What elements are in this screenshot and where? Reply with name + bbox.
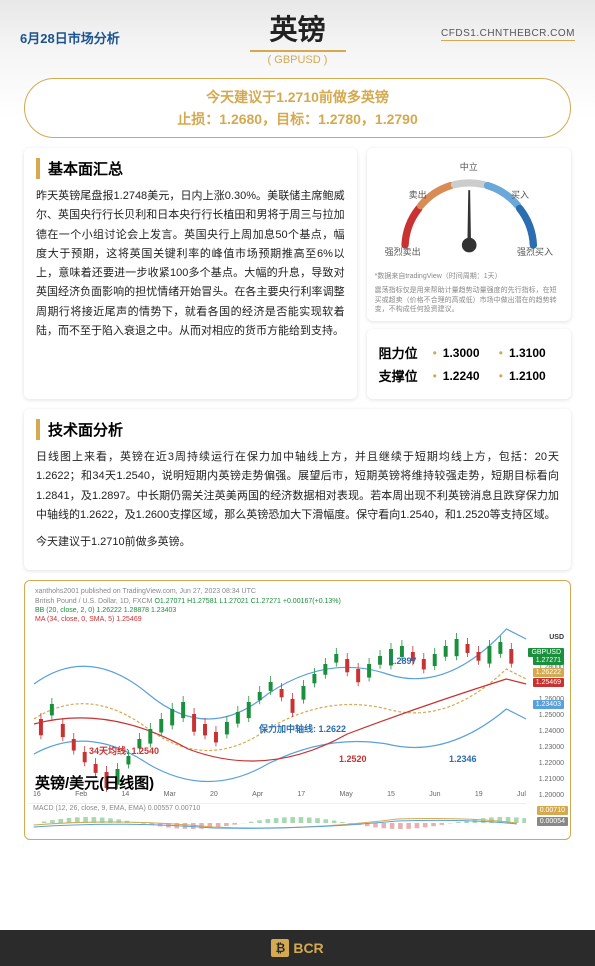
chart-meta-2a: British Pound / U.S. Dollar, 1D, FXCM [35,598,152,605]
dot-icon: • [433,346,437,360]
y-tick: 1.21000 [539,776,564,783]
gauge-label-buy: 买入 [511,188,529,201]
x-tick: Apr [252,791,263,801]
support-1: 1.2240 [443,369,493,383]
title-sub: ( GBPUSD ) [249,54,345,66]
x-tick: 20 [210,791,218,801]
dot-icon: • [499,346,503,360]
resistance-1: 1.3000 [443,346,493,360]
x-tick: Mar [164,791,176,801]
y-tick: 1.22000 [539,760,564,767]
fundamental-title: 基本面汇总 [36,158,345,179]
gauge: 强烈卖出 卖出 中立 买入 强烈买入 [375,158,563,268]
macd-badge: 0.00710 [537,806,568,815]
technical-title: 技术面分析 [36,419,559,440]
x-tick: 15 [387,791,395,801]
reco-line-1: 今天建议于1.2710前做多英镑 [35,87,560,107]
right-column: 强烈卖出 卖出 中立 买入 强烈买入 *数据来自tradingView（时间周期… [367,148,571,399]
chart-meta-1: xanthohs2001 published on TradingView.co… [35,587,560,596]
support-row: 支撑位 • 1.2240 • 1.2100 [379,366,559,385]
gauge-note-2: 震荡指标仅是用来帮助计量趋势动量强度的先行指标，在短买或超卖（价格不合理的高或低… [375,286,563,315]
date-label: 6月28日市场分析 [20,28,120,47]
fundamental-body: 昨天英镑尾盘报1.2748美元，日内上涨0.30%。美联储主席鲍威尔、英国央行行… [36,187,345,341]
gauge-label-strong-sell: 强烈卖出 [385,245,421,258]
y-top-label: USD [549,634,564,641]
chart-meta-2b: O1.27071 H1.27581 L1.27021 C1.27271 +0.0… [154,598,340,605]
resistance-label: 阻力位 [379,343,427,362]
chart-meta-3: BB (20, close, 2, 0) 1.26222 1.28878 1.2… [35,606,560,615]
brand-text: BCR [293,940,323,956]
chart-meta: xanthohs2001 published on TradingView.co… [29,585,566,623]
macd-badge: 0.00054 [537,817,568,826]
header-url: CFDS1.CHNTHEBCR.COM [441,28,575,41]
support-2: 1.2100 [509,369,559,383]
gauge-label-sell: 卖出 [409,188,427,201]
chart-meta-4: MA (34, close, 0, SMA, 5) 1.25469 [35,615,560,624]
macd-area: MACD (12, 26, close, 9, EMA, EMA) 0.0055… [29,803,526,835]
dot-icon: • [433,369,437,383]
y-tick: 1.25000 [539,712,564,719]
y-badge: 1.26222 [533,668,564,677]
technical-body: 日线图上来看，英镑在近3周持续运行在保力加中轴线上方，并且继续于短期均线上方，包… [36,448,559,552]
gauge-label-neutral: 中立 [460,160,478,173]
technical-p2: 今天建议于1.2710前做多英镑。 [36,533,559,552]
brand-icon: ₿ [271,939,289,957]
y-badge: 1.23403 [533,700,564,709]
chart-caption: 英镑/美元(日线图) [35,772,154,793]
reco-line-2: 止损：1.2680，目标：1.2780，1.2790 [35,109,560,129]
x-tick: Jun [429,791,440,801]
title-group: 英镑 ( GBPUSD ) [249,8,345,66]
chart-annotation: 保力加中轴线: 1.2622 [259,722,346,735]
gauge-card: 强烈卖出 卖出 中立 买入 强烈买入 *数据来自tradingView（时间周期… [367,148,571,321]
resistance-2: 1.3100 [509,346,559,360]
chart-annotation: 1.2520 [339,754,367,764]
gauge-note-1: *数据来自tradingView（时间周期：1天） [375,272,563,282]
support-label: 支撑位 [379,366,427,385]
technical-p1: 日线图上来看，英镑在近3周持续运行在保力加中轴线上方，并且继续于短期均线上方，包… [36,448,559,525]
x-tick: May [340,791,353,801]
y-tick: 1.23000 [539,744,564,751]
footer: ₿ BCR [0,930,595,966]
title-main: 英镑 [249,8,345,52]
gauge-label-strong-buy: 强烈买入 [517,245,553,258]
y-tick: 1.24000 [539,728,564,735]
x-tick: 17 [297,791,305,801]
macd-label: MACD (12, 26, close, 9, EMA, EMA) 0.0055… [29,804,526,813]
header: 6月28日市场分析 英镑 ( GBPUSD ) CFDS1.CHNTHEBCR.… [0,0,595,70]
chart-annotation: 34天均线: 1.2540 [89,744,159,757]
y-badge: 1.27271 [533,656,564,665]
x-tick: Jul [517,791,526,801]
dot-icon: • [499,369,503,383]
y-axis: USD 1.290001.280001.270001.260001.250001… [524,642,564,776]
y-badge: 1.25469 [533,678,564,687]
fundamental-card: 基本面汇总 昨天英镑尾盘报1.2748美元，日内上涨0.30%。美联储主席鲍威尔… [24,148,357,399]
chart-annotation: 1.2346 [449,754,477,764]
row-top: 基本面汇总 昨天英镑尾盘报1.2748美元，日内上涨0.30%。美联储主席鲍威尔… [24,148,571,399]
resistance-row: 阻力位 • 1.3000 • 1.3100 [379,343,559,362]
recommendation-box: 今天建议于1.2710前做多英镑 止损：1.2680，目标：1.2780，1.2… [24,78,571,138]
chart-card: xanthohs2001 published on TradingView.co… [24,580,571,840]
x-tick: 19 [475,791,483,801]
levels-card: 阻力位 • 1.3000 • 1.3100 支撑位 • 1.2240 • 1.2… [367,329,571,399]
technical-card: 技术面分析 日线图上来看，英镑在近3周持续运行在保力加中轴线上方，并且继续于短期… [24,409,571,570]
chart-annotation: 1.2897 [389,656,417,666]
y-tick: 1.20000 [539,792,564,799]
